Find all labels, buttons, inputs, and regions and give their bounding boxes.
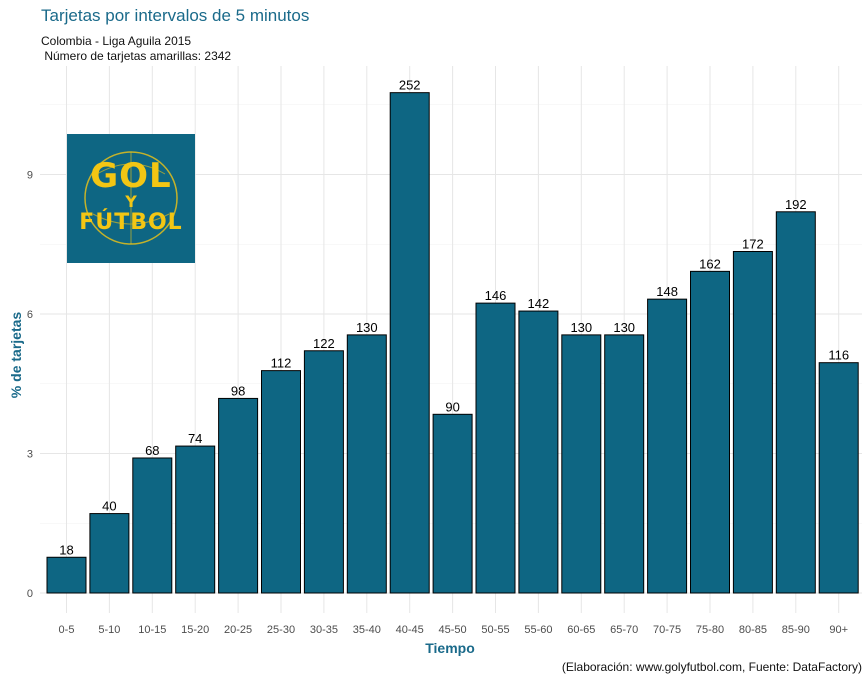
bar (475, 302, 516, 594)
chart-title: Tarjetas por intervalos de 5 minutos (41, 6, 310, 25)
logo-text-futbol: FÚTBOL (79, 210, 183, 235)
chart-caption: (Elaboración: www.golyfutbol.com, Fuente… (561, 660, 862, 674)
x-axis-ticks: 0-5 5-10 10-15 15-20 20-25 25-30 30-35 35-40 40-… (59, 624, 848, 636)
data-label: 172 (742, 236, 764, 251)
data-label: 112 (271, 356, 292, 371)
x-tick-label: 0-5 (59, 624, 75, 636)
data-label: 142 (528, 296, 550, 311)
data-label: 252 (399, 78, 421, 93)
data-label: 130 (613, 320, 635, 335)
bar (46, 556, 87, 594)
bar (647, 298, 688, 594)
data-label: 162 (699, 256, 721, 271)
x-tick-label: 80-85 (739, 624, 767, 636)
subtitle-league: Colombia - Liga Aguila 2015 (41, 34, 192, 48)
data-label: 122 (313, 336, 335, 351)
x-tick-label: 30-35 (310, 624, 338, 636)
data-label: 68 (145, 443, 159, 458)
x-tick-label: 40-45 (396, 624, 424, 636)
gol-y-futbol-logo: GOL Y FÚTBOL (67, 134, 195, 263)
bars (46, 92, 859, 594)
data-label: 130 (356, 320, 378, 335)
data-labels: 18 40 68 74 98 112 122 130 252 90 146 142 130 130 148 1… (59, 78, 849, 558)
chart-subtitle: Colombia - Liga Aguila 2015 Número de ta… (41, 34, 231, 64)
bar (175, 445, 216, 594)
bar (218, 397, 259, 594)
x-tick-label: 55-60 (524, 624, 552, 636)
x-tick-label: 35-40 (353, 624, 381, 636)
x-tick-label: 50-55 (481, 624, 509, 636)
x-tick-label: 65-70 (610, 624, 638, 636)
bar (604, 334, 645, 594)
y-tick-label: 9 (27, 170, 33, 182)
x-tick-label: 60-65 (567, 624, 595, 636)
x-tick-label: 90+ (829, 624, 848, 636)
data-label: 18 (59, 542, 73, 557)
data-label: 116 (828, 348, 849, 363)
bar (346, 334, 387, 594)
x-tick-label: 15-20 (181, 624, 209, 636)
x-tick-label: 5-10 (98, 624, 120, 636)
bar (690, 270, 730, 594)
data-label: 40 (102, 499, 116, 514)
bar (303, 350, 344, 594)
data-label: 148 (656, 284, 678, 299)
logo-text-gol: GOL (90, 156, 172, 196)
bar (132, 457, 173, 594)
x-tick-label: 20-25 (224, 624, 252, 636)
y-tick-label: 0 (27, 588, 33, 600)
x-tick-label: 85-90 (782, 624, 810, 636)
data-label: 146 (485, 288, 507, 303)
bar (389, 92, 430, 594)
bar (261, 370, 301, 594)
bar (561, 334, 602, 594)
data-label: 192 (785, 197, 807, 212)
y-axis-label: % de tarjetas (8, 311, 24, 399)
bar (732, 250, 773, 594)
y-tick-label: 6 (27, 309, 33, 321)
x-tick-label: 45-50 (439, 624, 467, 636)
x-tick-label: 10-15 (138, 624, 166, 636)
x-axis-label: Tiempo (425, 640, 475, 656)
bar (775, 211, 816, 594)
data-label: 90 (445, 399, 459, 414)
bar (89, 513, 130, 594)
bar (518, 310, 559, 594)
soccer-ball-icon (84, 151, 178, 245)
y-tick-label: 3 (27, 449, 33, 461)
data-label: 74 (188, 431, 202, 446)
data-label: 130 (570, 320, 592, 335)
subtitle-card-count: Número de tarjetas amarillas: 2342 (41, 49, 232, 63)
x-tick-label: 70-75 (653, 624, 681, 636)
bar (818, 362, 859, 594)
y-axis-ticks: 0 3 6 9 (27, 170, 33, 601)
bar (432, 413, 473, 594)
x-tick-label: 75-80 (696, 624, 724, 636)
logo-text-y: Y (125, 192, 137, 211)
x-tick-label: 25-30 (267, 624, 295, 636)
data-label: 98 (231, 383, 245, 398)
